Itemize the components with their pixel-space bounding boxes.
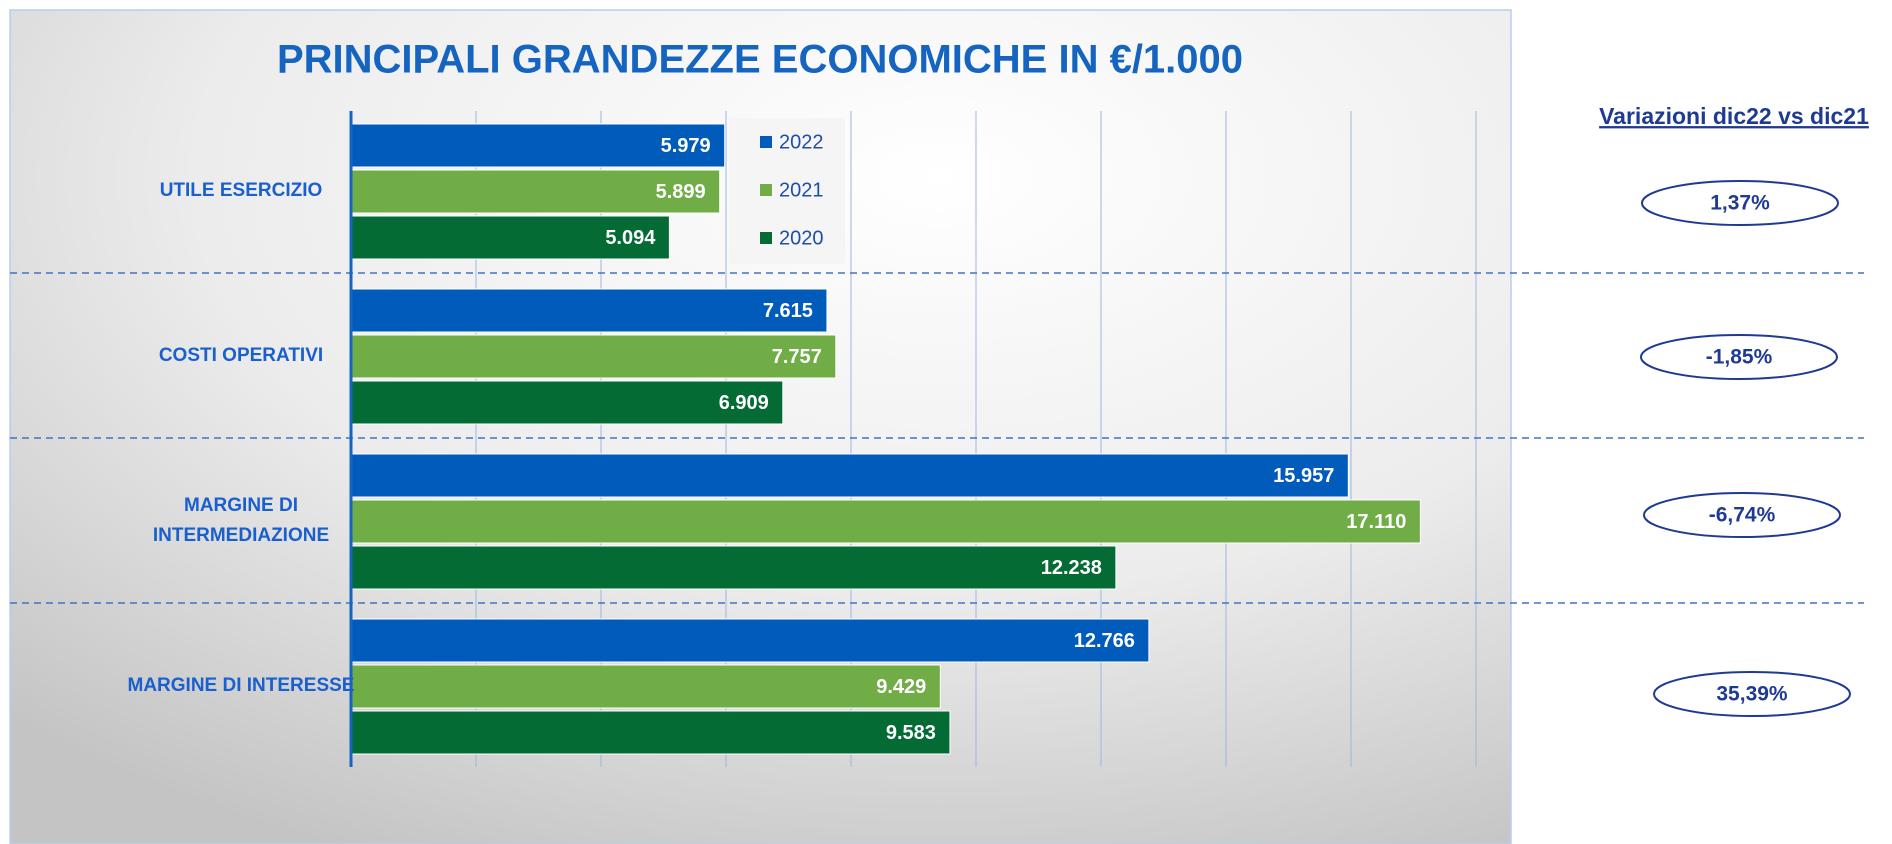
bar bbox=[350, 664, 941, 709]
variation-oval bbox=[1653, 671, 1851, 717]
data-label: 5.979 bbox=[661, 135, 711, 157]
legend-swatch bbox=[760, 184, 772, 196]
category-label: COSTI OPERATIVI bbox=[158, 345, 324, 366]
variation-label: -1,85% bbox=[1706, 346, 1773, 369]
bar bbox=[350, 288, 828, 333]
data-label: 9.429 bbox=[876, 676, 926, 698]
data-label: 5.094 bbox=[605, 227, 656, 249]
legend-label: 2020 bbox=[779, 227, 824, 249]
variation-label: 35,39% bbox=[1716, 683, 1788, 706]
bar bbox=[350, 618, 1150, 663]
data-label: 7.615 bbox=[763, 300, 813, 322]
bar bbox=[350, 453, 1349, 498]
legend-swatch bbox=[760, 136, 772, 148]
bar bbox=[350, 169, 721, 214]
data-label: 6.909 bbox=[719, 392, 769, 414]
variation-label: -6,74% bbox=[1709, 504, 1776, 527]
variation-oval bbox=[1641, 180, 1839, 226]
data-label: 5.899 bbox=[656, 181, 706, 203]
data-label: 7.757 bbox=[772, 346, 822, 368]
variation-oval bbox=[1643, 492, 1841, 538]
bar bbox=[350, 545, 1117, 590]
bar bbox=[350, 334, 837, 379]
data-label: 12.766 bbox=[1074, 630, 1135, 652]
legend-swatch bbox=[760, 232, 772, 244]
bar bbox=[350, 215, 670, 260]
category-label: UTILE ESERCIZIO bbox=[159, 180, 323, 201]
category-label: MARGINE DI INTERMEDIAZIONE bbox=[152, 495, 330, 546]
legend-box bbox=[729, 118, 845, 264]
data-label: 9.583 bbox=[886, 722, 936, 744]
variation-oval bbox=[1640, 334, 1838, 380]
bar bbox=[350, 380, 784, 425]
category-label: MARGINE DI INTERESSE bbox=[127, 675, 355, 696]
legend-label: 2022 bbox=[779, 131, 824, 153]
bar bbox=[350, 710, 951, 755]
variation-label: 1,37% bbox=[1710, 192, 1770, 215]
bar bbox=[350, 499, 1421, 544]
chart-title: PRINCIPALI GRANDEZZE ECONOMICHE IN €/1.0… bbox=[277, 38, 1243, 82]
data-label: 15.957 bbox=[1273, 465, 1334, 487]
legend-label: 2021 bbox=[779, 179, 824, 201]
variations-title: Variazioni dic22 vs dic21 bbox=[1599, 103, 1869, 129]
data-label: 17.110 bbox=[1346, 511, 1406, 533]
data-label: 12.238 bbox=[1041, 557, 1102, 579]
